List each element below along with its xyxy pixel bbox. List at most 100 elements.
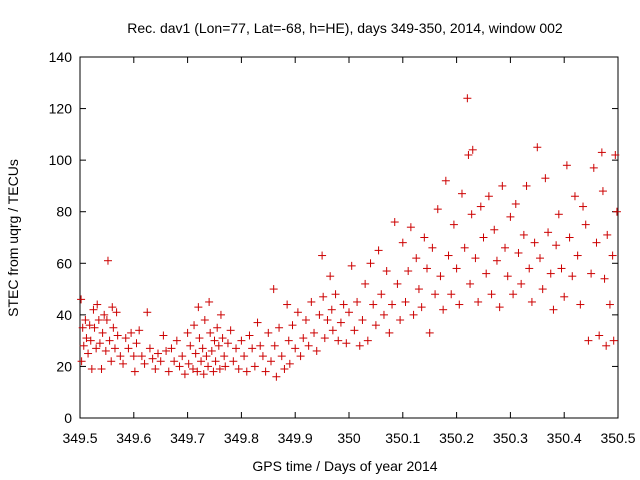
data-point [229, 357, 238, 366]
data-point [127, 328, 136, 337]
data-point [275, 323, 284, 332]
data-point [319, 292, 328, 301]
data-point [439, 305, 448, 314]
x-tick-label-10: 350.5 [600, 430, 635, 446]
y-tick-label-2: 40 [56, 307, 72, 323]
data-point [194, 303, 203, 312]
data-point [261, 367, 270, 376]
data-point [183, 328, 192, 337]
data-point [482, 269, 491, 278]
y-tick-label-0: 0 [64, 410, 72, 426]
data-point [484, 192, 493, 201]
data-point [355, 341, 364, 350]
data-point [301, 316, 310, 325]
data-point [350, 326, 359, 335]
data-point [509, 290, 518, 299]
data-point [417, 303, 426, 312]
data-point [396, 316, 405, 325]
data-point [441, 176, 450, 185]
data-point [474, 297, 483, 306]
data-point [264, 328, 273, 337]
data-point [552, 241, 561, 250]
data-point [492, 256, 501, 265]
x-tick-label-7: 350.2 [439, 430, 474, 446]
data-point [140, 359, 149, 368]
data-point [180, 370, 189, 379]
data-point [331, 290, 340, 299]
data-point [538, 285, 547, 294]
data-point [544, 228, 553, 237]
data-point [105, 336, 114, 345]
data-point [546, 269, 555, 278]
data-point [103, 256, 112, 265]
data-point [216, 310, 225, 319]
data-point [199, 370, 208, 379]
data-point [323, 316, 332, 325]
data-point [498, 181, 507, 190]
data-point [390, 218, 399, 227]
data-point [361, 279, 370, 288]
data-point [119, 359, 128, 368]
data-point [137, 352, 146, 361]
data-point [210, 336, 219, 345]
data-point [253, 318, 262, 327]
data-point [159, 331, 168, 340]
data-point [296, 352, 305, 361]
data-point [195, 334, 204, 343]
data-point [307, 297, 316, 306]
data-point [549, 305, 558, 314]
data-point [188, 365, 197, 374]
data-point [525, 264, 534, 273]
x-tick-label-6: 350.1 [385, 430, 420, 446]
data-point [557, 264, 566, 273]
data-point [81, 316, 90, 325]
data-point [315, 310, 324, 319]
data-point [82, 334, 91, 343]
data-point [293, 308, 302, 317]
data-point [288, 321, 297, 330]
data-point [522, 181, 531, 190]
y-tick-label-4: 80 [56, 204, 72, 220]
data-point [299, 334, 308, 343]
data-point [156, 357, 165, 366]
data-point [608, 251, 617, 260]
data-point [328, 326, 337, 335]
data-point [234, 365, 243, 374]
data-point [318, 251, 327, 260]
y-tick-label-1: 20 [56, 358, 72, 374]
x-axis-ticks: 349.5 349.6 349.7 349.8 349.9 350 350.1 350.2 35… [62, 57, 636, 446]
data-point [175, 362, 184, 371]
data-point [570, 192, 579, 201]
data-point [94, 316, 103, 325]
data-point [377, 290, 386, 299]
data-point [460, 243, 469, 252]
data-point [414, 285, 423, 294]
data-point [487, 290, 496, 299]
data-point [269, 285, 278, 294]
data-point [358, 316, 367, 325]
data-point [197, 357, 206, 366]
x-tick-label-0: 349.5 [62, 430, 97, 446]
data-point [256, 341, 265, 350]
data-point [353, 297, 362, 306]
data-point [130, 367, 139, 376]
data-point [85, 321, 94, 330]
data-point [412, 254, 421, 263]
data-point [100, 310, 109, 319]
data-point [466, 279, 475, 288]
data-point [237, 336, 246, 345]
data-point [86, 336, 95, 345]
data-point [517, 279, 526, 288]
data-point [172, 336, 181, 345]
data-point [164, 367, 173, 376]
data-point [129, 352, 138, 361]
data-point [135, 326, 144, 335]
data-point [154, 349, 163, 358]
data-point [213, 323, 222, 332]
y-axis-ticks: 0 20 40 60 80 100 120 140 [49, 49, 618, 426]
data-point [108, 303, 117, 312]
data-point [455, 300, 464, 309]
data-point [339, 300, 348, 309]
data-point [258, 352, 267, 361]
